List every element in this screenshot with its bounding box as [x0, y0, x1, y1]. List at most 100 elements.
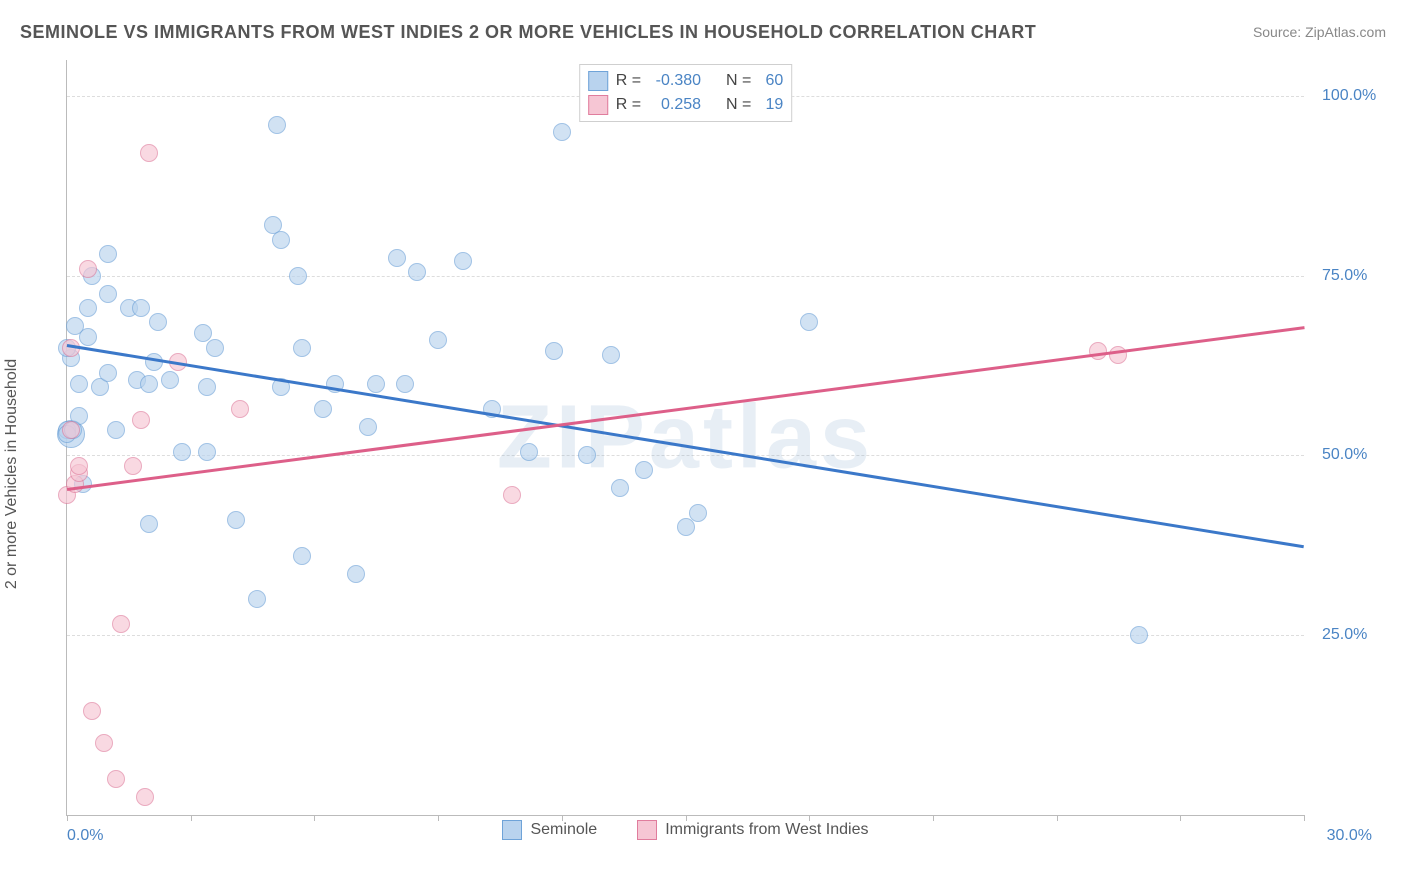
data-point — [1089, 342, 1107, 360]
stat-n-label: N = — [726, 93, 751, 117]
data-point — [1130, 626, 1148, 644]
source-label: Source: — [1253, 24, 1301, 40]
y-tick-label: 25.0% — [1322, 626, 1367, 644]
y-tick-label: 100.0% — [1322, 87, 1376, 105]
x-tick — [1180, 815, 1181, 821]
data-point — [206, 339, 224, 357]
data-point — [99, 285, 117, 303]
trend-line — [67, 344, 1304, 548]
data-point — [99, 245, 117, 263]
data-point — [347, 565, 365, 583]
data-point — [107, 421, 125, 439]
x-tick — [314, 815, 315, 821]
data-point — [689, 504, 707, 522]
x-tick — [809, 815, 810, 821]
data-point — [553, 123, 571, 141]
data-point — [140, 375, 158, 393]
stat-r-label: R = — [616, 93, 641, 117]
bottom-legend: Seminole Immigrants from West Indies — [67, 820, 1304, 845]
data-point — [268, 116, 286, 134]
legend-label: Seminole — [530, 821, 597, 839]
x-tick — [562, 815, 563, 821]
data-point — [677, 518, 695, 536]
legend-item: Seminole — [502, 820, 597, 840]
data-point — [62, 421, 80, 439]
data-point — [289, 267, 307, 285]
data-point — [388, 249, 406, 267]
x-tick — [1057, 815, 1058, 821]
data-point — [367, 375, 385, 393]
gridline-h — [67, 635, 1304, 636]
y-tick-label: 50.0% — [1322, 446, 1367, 464]
stat-r-value: 0.258 — [649, 93, 701, 117]
data-point — [635, 461, 653, 479]
data-point — [198, 378, 216, 396]
source-value: ZipAtlas.com — [1305, 24, 1386, 40]
x-tick — [191, 815, 192, 821]
trend-line — [67, 326, 1304, 490]
y-tick-label: 75.0% — [1322, 267, 1367, 285]
legend-swatch — [588, 95, 608, 115]
data-point — [520, 443, 538, 461]
stat-r-label: R = — [616, 69, 641, 93]
data-point — [800, 313, 818, 331]
data-point — [70, 375, 88, 393]
data-point — [578, 446, 596, 464]
chart-area: 2 or more Vehicles in Household ZIPatlas… — [20, 58, 1386, 872]
x-tick-label: 0.0% — [67, 827, 103, 845]
x-tick-label: 30.0% — [1327, 827, 1372, 845]
data-point — [132, 299, 150, 317]
data-point — [112, 615, 130, 633]
plot-region: ZIPatlas R =-0.380 N =60R =0.258 N =19 S… — [66, 60, 1304, 816]
gridline-h — [67, 455, 1304, 456]
x-tick — [933, 815, 934, 821]
x-tick — [686, 815, 687, 821]
stat-n-label: N = — [726, 69, 751, 93]
data-point — [503, 486, 521, 504]
data-point — [545, 342, 563, 360]
data-point — [149, 313, 167, 331]
data-point — [1109, 346, 1127, 364]
chart-title: SEMINOLE VS IMMIGRANTS FROM WEST INDIES … — [20, 22, 1036, 42]
data-point — [140, 515, 158, 533]
data-point — [602, 346, 620, 364]
legend-swatch — [502, 820, 522, 840]
stat-n-value: 19 — [759, 93, 783, 117]
data-point — [611, 479, 629, 497]
data-point — [79, 328, 97, 346]
x-tick — [1304, 815, 1305, 821]
data-point — [136, 788, 154, 806]
watermark-text: ZIPatlas — [497, 386, 874, 489]
data-point — [231, 400, 249, 418]
source-attribution: Source: ZipAtlas.com — [1253, 24, 1386, 40]
data-point — [198, 443, 216, 461]
data-point — [140, 144, 158, 162]
data-point — [83, 702, 101, 720]
data-point — [408, 263, 426, 281]
data-point — [107, 770, 125, 788]
stat-n-value: 60 — [759, 69, 783, 93]
legend-label: Immigrants from West Indies — [665, 821, 868, 839]
data-point — [454, 252, 472, 270]
data-point — [145, 353, 163, 371]
stat-r-value: -0.380 — [649, 69, 701, 93]
data-point — [396, 375, 414, 393]
legend-swatch — [637, 820, 657, 840]
data-point — [227, 511, 245, 529]
data-point — [79, 260, 97, 278]
legend-item: Immigrants from West Indies — [637, 820, 868, 840]
correlation-stat-box: R = -0.380 N = 60 R = 0.258 N = 19 — [579, 64, 793, 122]
stat-row: R = -0.380 N = 60 — [588, 69, 784, 93]
data-point — [314, 400, 332, 418]
data-point — [132, 411, 150, 429]
data-point — [99, 364, 117, 382]
data-point — [272, 231, 290, 249]
x-tick — [438, 815, 439, 821]
data-point — [248, 590, 266, 608]
data-point — [429, 331, 447, 349]
stat-row: R = 0.258 N = 19 — [588, 93, 784, 117]
legend-swatch — [588, 71, 608, 91]
data-point — [124, 457, 142, 475]
data-point — [70, 457, 88, 475]
data-point — [95, 734, 113, 752]
